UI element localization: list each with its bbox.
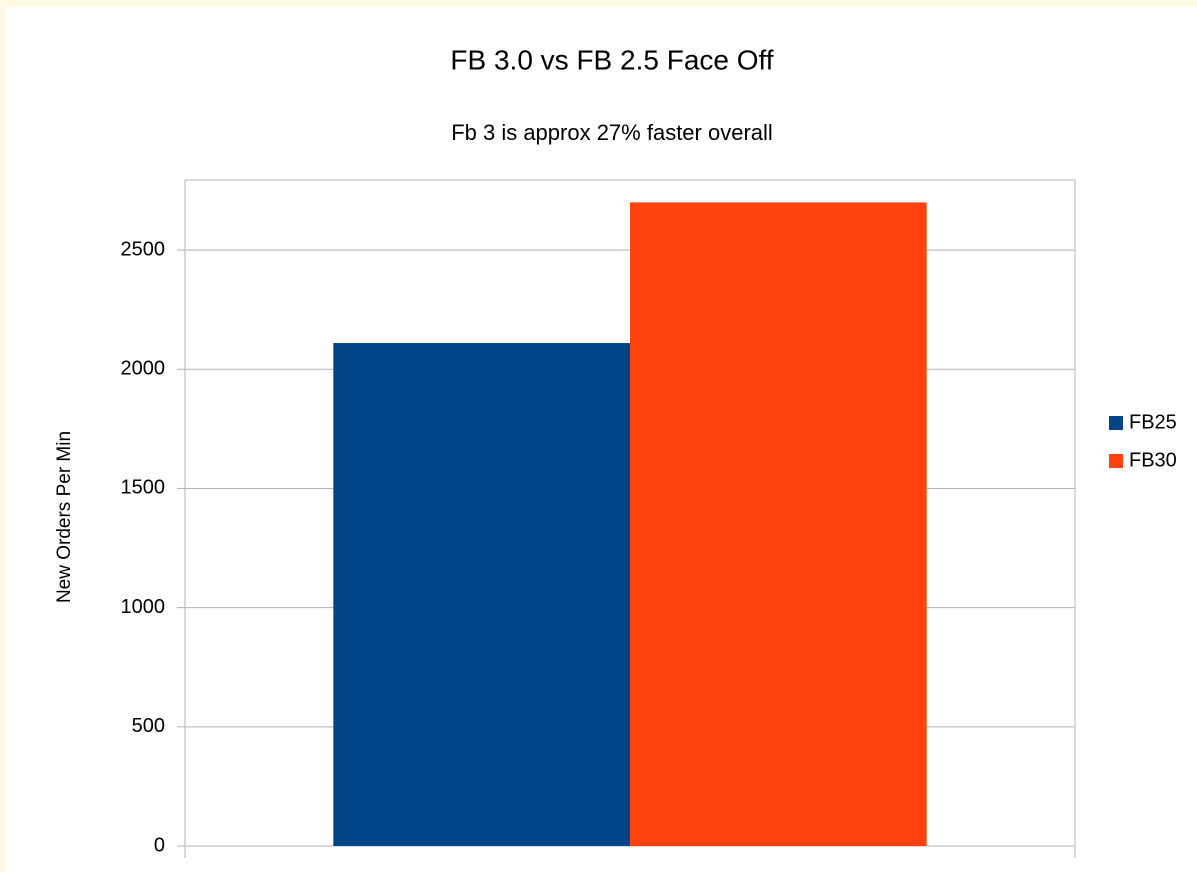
y-tick-label: 1000	[121, 596, 166, 618]
chart-title: FB 3.0 vs FB 2.5 Face Off	[450, 44, 773, 75]
y-axis-label: New Orders Per Min	[54, 431, 75, 603]
y-tick-label: 2500	[121, 238, 166, 260]
bar	[333, 343, 630, 846]
y-tick-label: 500	[132, 715, 165, 737]
legend-swatch	[1109, 454, 1123, 468]
y-tick-label: 1500	[121, 477, 166, 499]
bar	[630, 202, 927, 846]
legend-swatch	[1109, 416, 1123, 430]
legend-label: FB30	[1129, 449, 1177, 471]
legend-label: FB25	[1129, 411, 1177, 433]
chart-subtitle: Fb 3 is approx 27% faster overall	[451, 120, 773, 145]
y-tick-label: 0	[154, 834, 165, 856]
y-tick-label: 2000	[121, 358, 166, 380]
